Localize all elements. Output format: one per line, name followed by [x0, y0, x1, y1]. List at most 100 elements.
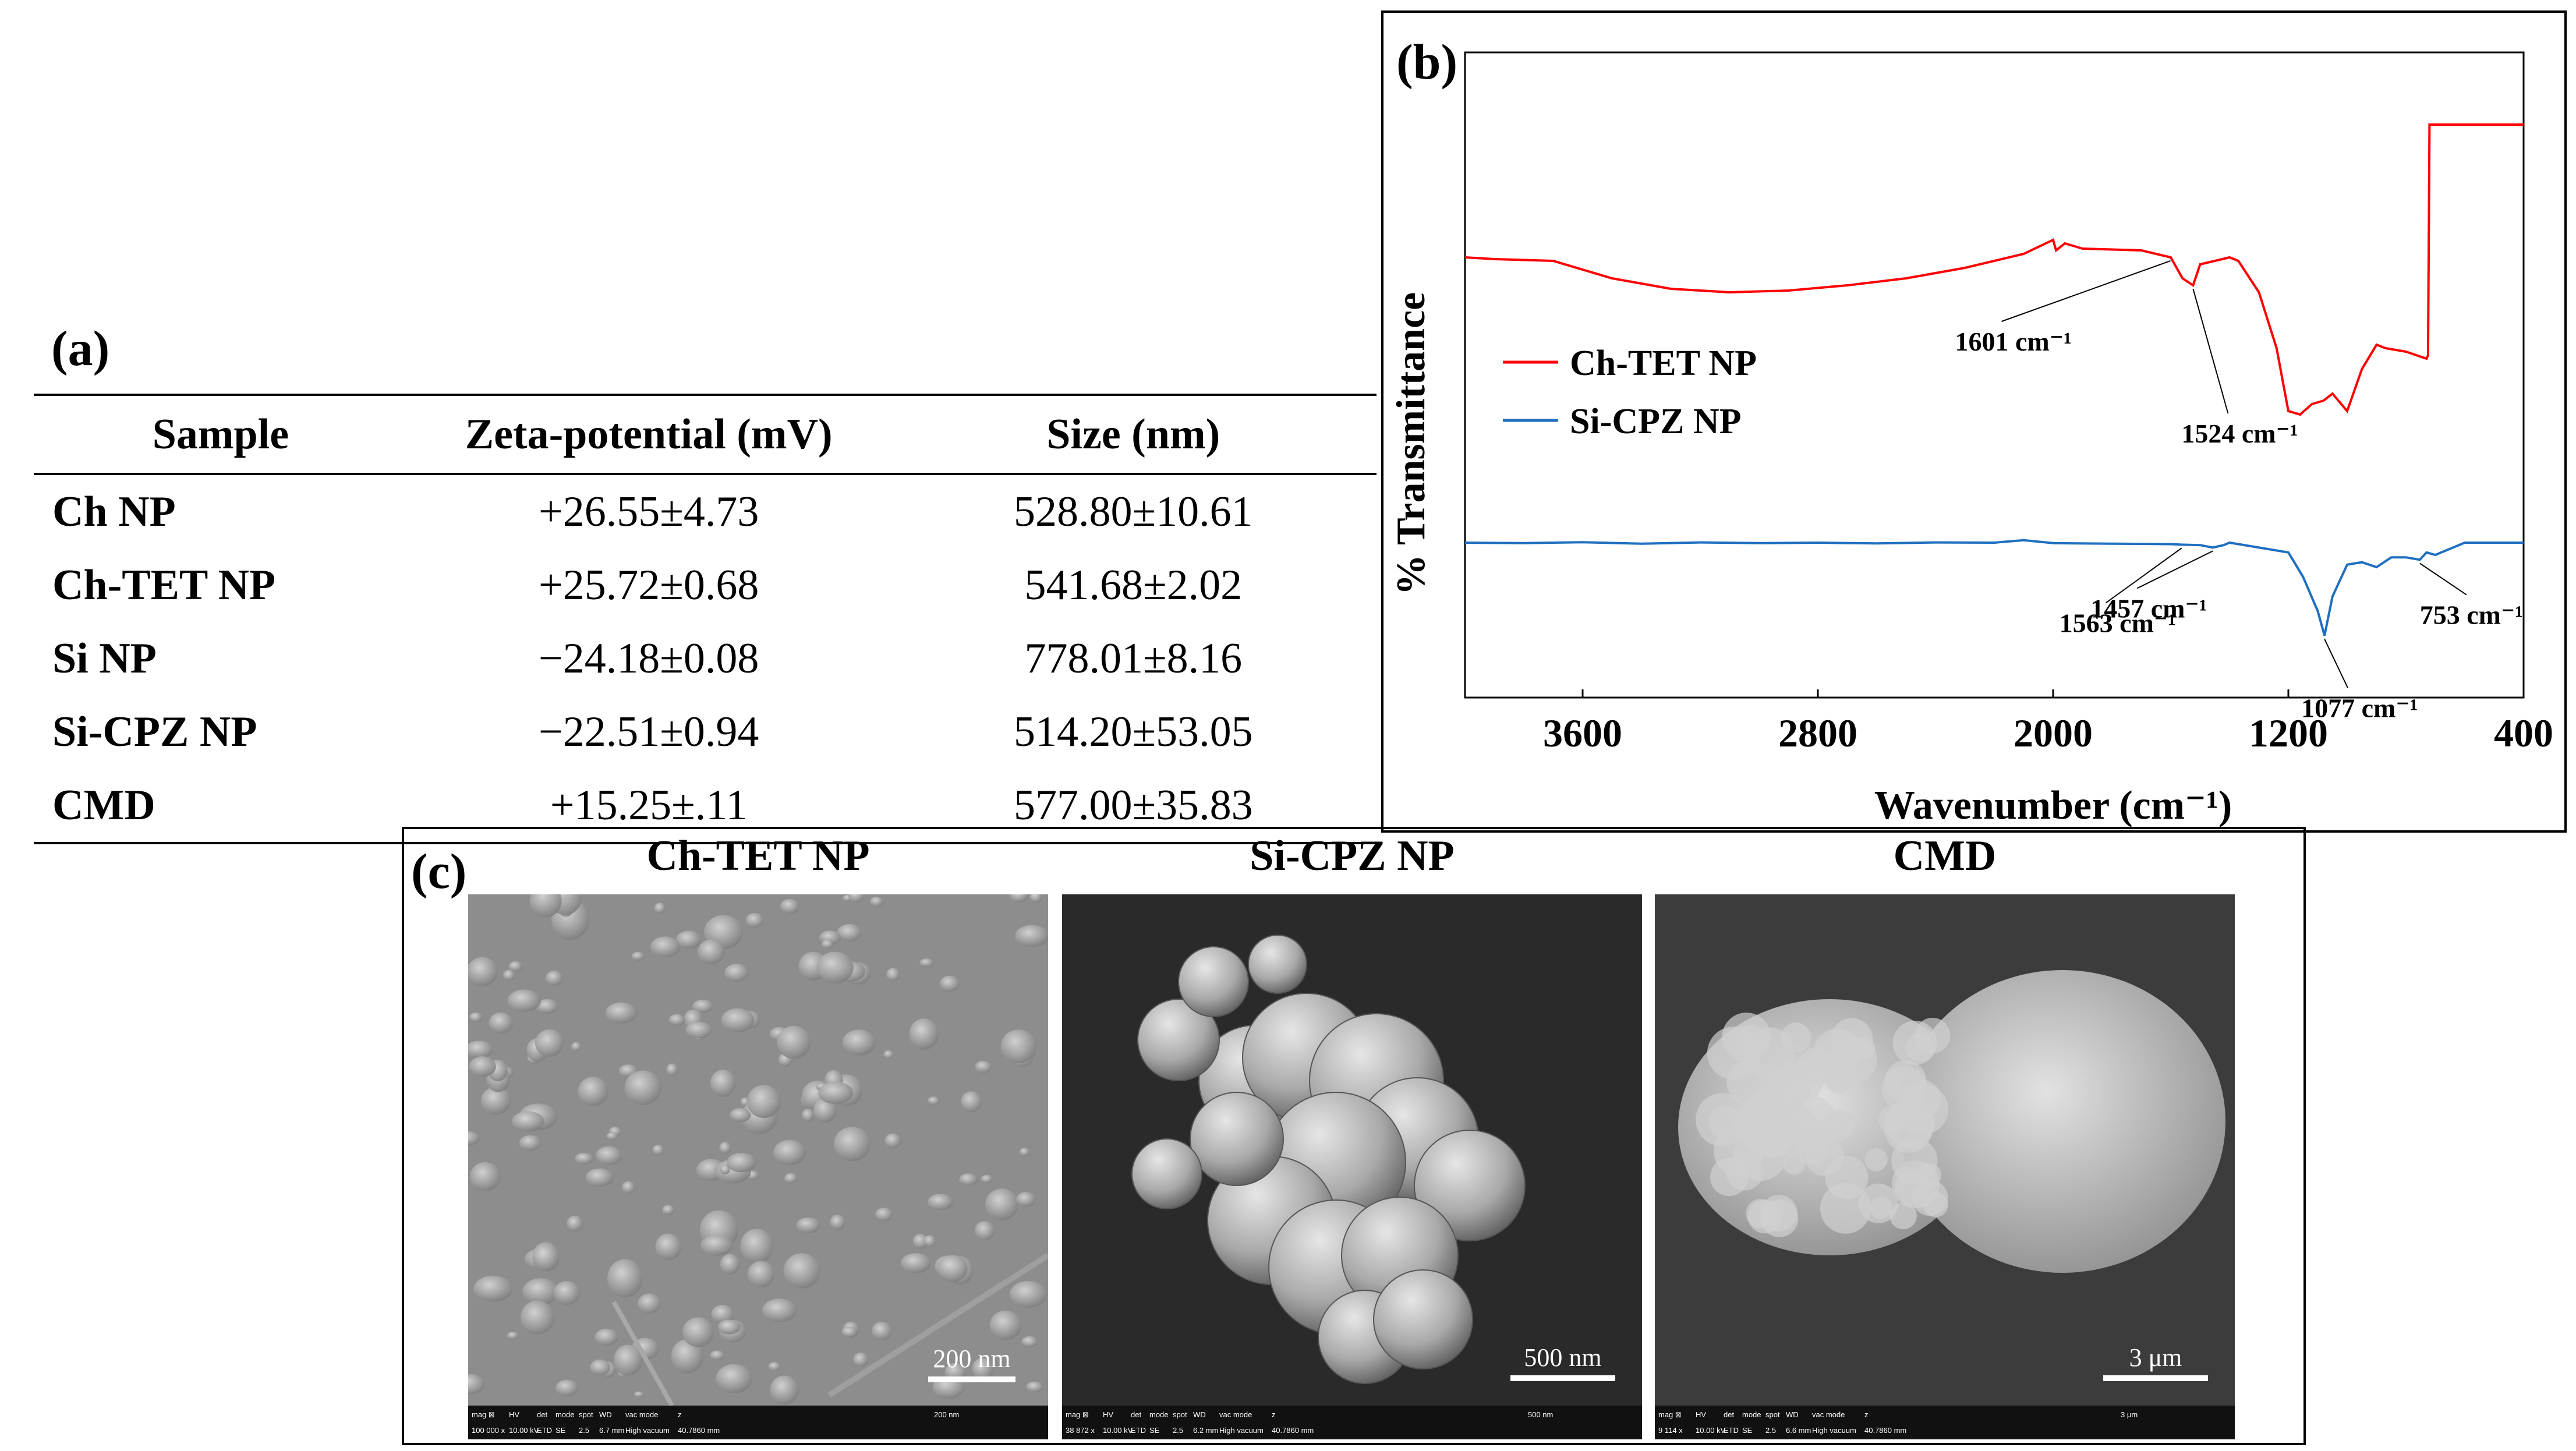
zeta-size-table: Sample Zeta-potential (mV) Size (nm) Ch … [34, 394, 1377, 844]
nanoparticle [1015, 925, 1048, 947]
nanoparticle [1029, 894, 1042, 903]
crystal [1854, 1037, 1876, 1059]
nanoparticle [923, 1235, 936, 1247]
info-bar-value: ETD [537, 1426, 552, 1435]
nanoparticle [468, 1041, 494, 1059]
nanoparticle [468, 1131, 480, 1145]
cell-size: 528.80±10.61 [1013, 487, 1253, 536]
nanoparticle [555, 1379, 579, 1396]
nanoparticle [717, 1319, 741, 1335]
panel-a-label: (a) [51, 320, 110, 376]
header-zeta: Zeta-potential (mV) [465, 410, 833, 458]
scale-bar-label: 200 nm [933, 1344, 1010, 1373]
nanoparticle [985, 1188, 1019, 1220]
nanoparticle [535, 999, 559, 1014]
nanoparticle [746, 1085, 781, 1118]
nanoparticle [469, 1162, 501, 1191]
info-bar-value: 100 000 x [472, 1426, 505, 1435]
microsphere [1178, 946, 1249, 1017]
nanoparticle [1016, 1192, 1036, 1207]
info-bar-header: vac mode [1812, 1410, 1845, 1419]
x-tick-label: 1200 [2249, 711, 2328, 755]
sem-micrograph: 200 nm mag ⊠ HV det mode spot WD vac mode z 200 … [468, 894, 1048, 1439]
nanoparticle [745, 912, 764, 928]
nanoparticle [773, 1139, 806, 1165]
info-bar-value: High vacuum [1219, 1426, 1264, 1435]
series-line-ch-tet-np [1464, 123, 2524, 416]
annotation-label: 1563 cm⁻¹ [2060, 608, 2176, 638]
nanoparticle [1009, 1280, 1048, 1308]
sem-title: CMD [1893, 832, 1997, 880]
nanoparticle [520, 1300, 554, 1335]
nanoparticle [853, 1352, 868, 1367]
info-bar-header: spot [1173, 1410, 1187, 1419]
plot-frame [1464, 51, 2525, 699]
nanoparticle [522, 1278, 559, 1305]
info-bar-header: WD [599, 1410, 612, 1419]
nanoparticle [692, 999, 714, 1013]
nanoparticle [666, 1063, 678, 1076]
nanoparticle [469, 1012, 483, 1022]
nanoparticle [631, 951, 645, 961]
annotation-leader [2192, 288, 2229, 414]
info-bar-header: det [537, 1410, 547, 1419]
nanoparticle [468, 957, 498, 986]
x-axis-label: Wavenumber (cm⁻¹) [1874, 783, 2232, 828]
info-bar-header: det [1724, 1410, 1734, 1419]
nanoparticle [606, 1132, 618, 1140]
nanoparticle [833, 1127, 871, 1162]
nanoparticle [578, 1077, 608, 1106]
nanoparticle [545, 971, 564, 986]
series-line-si-cpz-np [1464, 539, 2524, 636]
crystal [1885, 1098, 1935, 1148]
nanoparticle [567, 1215, 583, 1232]
nanoparticle [770, 1375, 799, 1405]
nanoparticle [468, 1374, 484, 1395]
nanoparticle [783, 1253, 820, 1289]
annotation-label: 753 cm⁻¹ [2420, 600, 2523, 629]
x-tick-label: 3600 [1543, 711, 1622, 755]
nanoparticle [981, 1174, 993, 1183]
info-bar-header: det [1131, 1410, 1141, 1419]
nanoparticle [747, 1261, 775, 1288]
nanoparticle [638, 1293, 661, 1314]
nanoparticle [676, 930, 702, 949]
nanoparticle [710, 1350, 725, 1361]
crystal [1891, 1160, 1940, 1209]
nanoparticle [668, 1014, 686, 1026]
sem-title: Ch-TET NP [646, 832, 870, 880]
info-bar-value: 38 872 x [1066, 1426, 1095, 1435]
scale-bar-label: 500 nm [1524, 1343, 1601, 1372]
crystal [1747, 1199, 1782, 1234]
panel-b: 3600 2800 2000 1200 400 1601 cm⁻¹ 1524 cm⁻¹ 15… [1381, 10, 2567, 833]
x-tick-label: 400 [2494, 711, 2553, 755]
microsphere [1131, 1138, 1202, 1209]
cell-size: 514.20±53.05 [1013, 707, 1253, 756]
annotation-label: 1457 cm⁻¹ [2090, 593, 2207, 623]
cell-zeta: −24.18±0.08 [539, 634, 759, 682]
annotation-leader [2136, 550, 2213, 589]
microsphere [1248, 935, 1307, 994]
crystal [1884, 1060, 1927, 1102]
nanoparticle [720, 1165, 730, 1174]
nanoparticle [900, 1253, 931, 1273]
nanoparticle [650, 936, 681, 957]
crystal [1742, 1101, 1798, 1157]
panel-b-label: (b) [1396, 34, 1458, 90]
info-bar-value: 6.6 mm [1786, 1426, 1811, 1435]
info-bar-header: mag ⊠ [472, 1410, 495, 1419]
info-bar-value: 40.7860 mm [678, 1426, 720, 1435]
nanoparticle [508, 961, 523, 972]
nanoparticle [768, 1362, 781, 1372]
info-bar-header: z [678, 1410, 682, 1419]
cell-size: 577.00±35.83 [1013, 781, 1253, 829]
crystal [1725, 1152, 1764, 1191]
legend-label: Ch-TET NP [1570, 344, 1757, 383]
nanoparticle [830, 1215, 845, 1230]
nanoparticle [796, 1217, 820, 1233]
nanoparticle [654, 903, 666, 914]
nanoparticle [989, 1310, 1022, 1340]
sem-title: Si-CPZ NP [1250, 832, 1455, 880]
microsphere [1373, 1269, 1473, 1369]
info-bar-header: 200 nm [934, 1410, 959, 1419]
